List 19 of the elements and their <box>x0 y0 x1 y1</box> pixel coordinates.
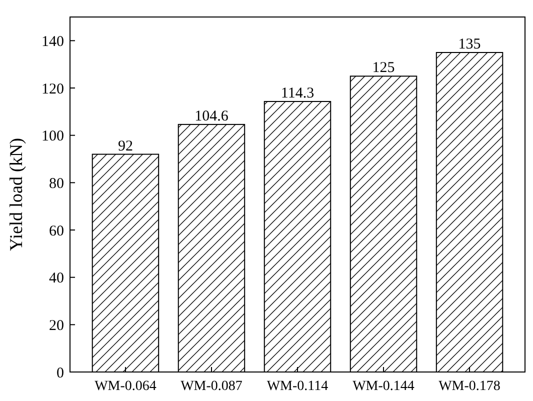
y-tick-label: 80 <box>49 176 64 192</box>
data-label: 104.6 <box>194 108 229 124</box>
y-tick-label: 0 <box>56 365 64 382</box>
data-label: 114.3 <box>280 85 314 102</box>
y-tick-label: 60 <box>49 223 64 240</box>
y-tick-label: 40 <box>49 270 64 287</box>
x-tick-label: WM-0.178 <box>438 379 500 394</box>
x-tick-label: WM-0.087 <box>180 379 242 394</box>
x-tick-label: WM-0.064 <box>94 379 156 394</box>
y-tick-label: 120 <box>42 81 64 98</box>
data-label: 135 <box>458 36 481 52</box>
y-tick-label: 140 <box>42 34 64 50</box>
y-axis-title: Yield load (kN) <box>6 138 26 251</box>
data-label: 92 <box>118 138 133 154</box>
data-label: 125 <box>372 60 395 76</box>
y-tick-label: 100 <box>42 128 64 145</box>
x-tick-label: WM-0.114 <box>266 379 328 394</box>
y-tick-label: 20 <box>49 318 64 334</box>
x-tick-label: WM-0.144 <box>352 379 414 394</box>
